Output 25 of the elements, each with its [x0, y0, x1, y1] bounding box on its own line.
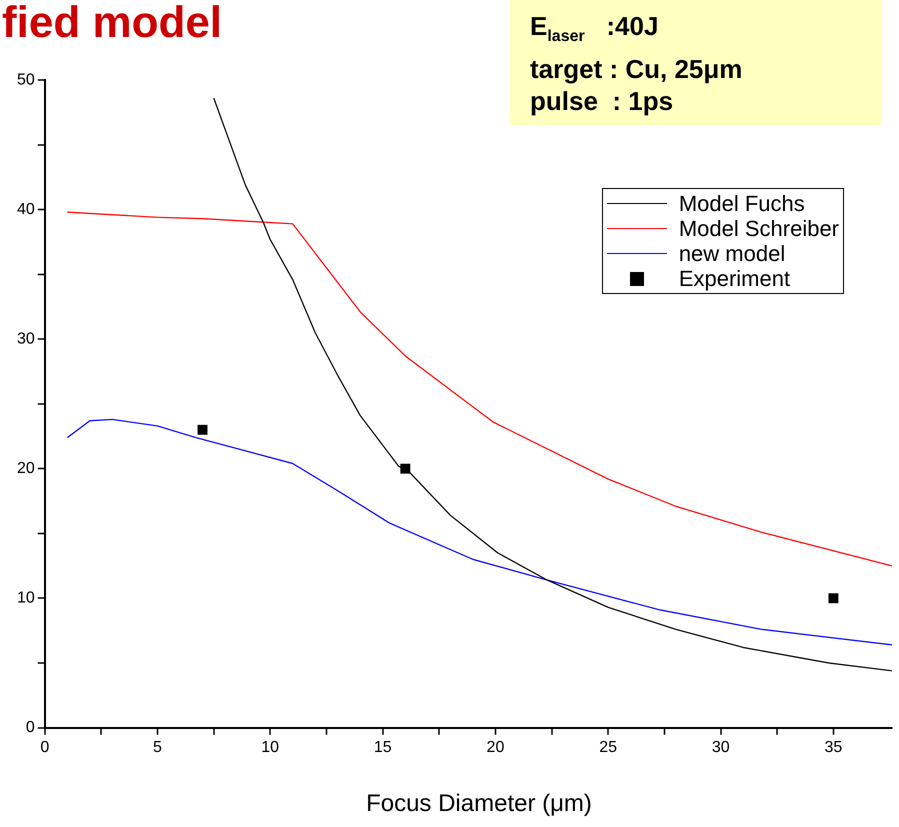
- x-tick-label: 25: [599, 738, 618, 756]
- annotation: pulse : 1ps: [530, 85, 674, 118]
- point: [198, 424, 208, 435]
- chart-title: fied model: [2, 0, 222, 47]
- legend-label: Model Fuchs: [678, 191, 805, 216]
- x-tick-label: 35: [824, 738, 842, 756]
- x-tick-label: 0: [40, 738, 50, 756]
- legend-label: new model: [678, 241, 786, 266]
- text-box: E$_{laser}$ :40J target : Cu, 25μm pulse : 1ps: [510, 0, 882, 125]
- legend-label: Model Schreiber: [678, 216, 839, 241]
- y-tick-label: 50: [17, 71, 35, 88]
- y-tick-label: 10: [17, 590, 35, 607]
- x-tick-label: 30: [712, 738, 730, 756]
- legend-label: Experiment: [678, 266, 790, 291]
- x-tick-label: 10: [261, 738, 280, 756]
- x-axis-title: Focus Diameter (μm): [365, 790, 593, 818]
- y-tick-label: 20: [17, 460, 35, 478]
- y-tick-label: 30: [17, 330, 35, 348]
- annotation: target : Cu, 25μm: [530, 53, 744, 86]
- point: [828, 593, 838, 604]
- x-tick-label: 15: [374, 738, 392, 756]
- y-tick-label: 40: [17, 200, 35, 218]
- x-tick-label: 20: [486, 738, 504, 756]
- x-tick-label: 5: [153, 738, 162, 756]
- y-tick-label: 0: [26, 719, 35, 736]
